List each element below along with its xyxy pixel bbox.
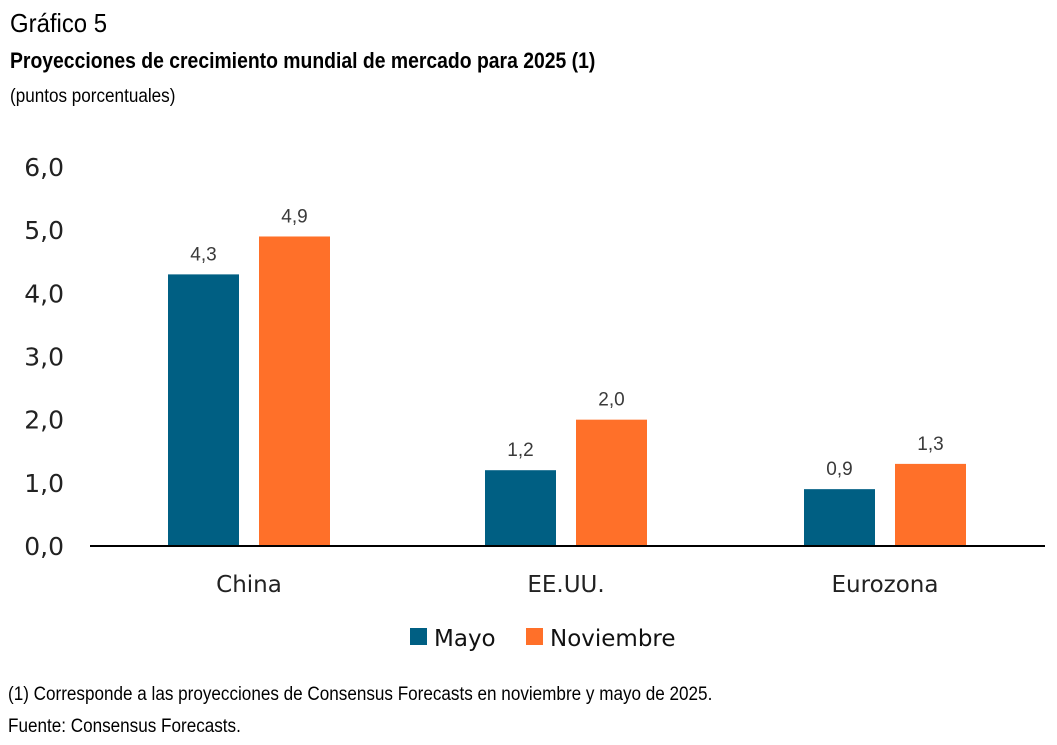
legend-label-noviembre: Noviembre [550, 626, 676, 652]
bar-chart: 0,0 1,0 2,0 3,0 4,0 5,0 6,0 4,3 4,9 China 1,2 2,0 EE… [24, 153, 1045, 652]
chart-units: (puntos porcentuales) [10, 86, 176, 107]
y-tick-label: 1,0 [24, 469, 64, 498]
y-tick-label: 5,0 [24, 216, 64, 245]
data-label: 4,9 [281, 206, 307, 227]
data-label: 1,2 [507, 440, 533, 461]
y-tick-label: 3,0 [24, 343, 64, 372]
data-label: 4,3 [190, 244, 216, 265]
legend-swatch-noviembre [526, 628, 543, 645]
chart-title: Proyecciones de crecimiento mundial de m… [10, 48, 596, 73]
bar-noviembre [895, 463, 966, 546]
bar-mayo [168, 274, 239, 546]
bar-mayo [485, 470, 556, 546]
legend-swatch-mayo [410, 628, 427, 645]
x-tick-label: Eurozona [832, 572, 939, 598]
data-label: 2,0 [598, 390, 624, 411]
y-tick-label: 0,0 [24, 532, 64, 561]
bar-mayo [804, 489, 875, 546]
y-tick-label: 4,0 [24, 279, 64, 308]
data-label: 1,3 [917, 434, 943, 455]
chart-label: Gráfico 5 [10, 8, 108, 38]
y-tick-label: 6,0 [24, 153, 64, 182]
legend-label-mayo: Mayo [434, 626, 496, 652]
x-tick-label: China [216, 572, 282, 598]
bar-noviembre [259, 236, 330, 546]
source-note: Fuente: Consensus Forecasts. [8, 716, 241, 737]
data-label: 0,9 [826, 459, 852, 480]
bar-noviembre [576, 419, 647, 546]
x-tick-label: EE.UU. [527, 572, 604, 598]
footnote: (1) Corresponde a las proyecciones de Co… [8, 684, 713, 705]
y-tick-label: 2,0 [24, 406, 64, 435]
